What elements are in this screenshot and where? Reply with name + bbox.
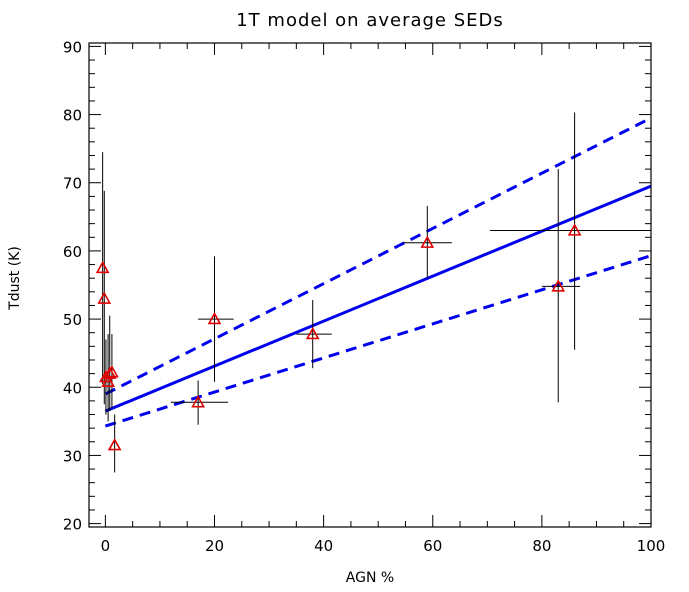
fit-solid-line	[104, 184, 652, 413]
x-tick-label: 40	[314, 537, 333, 555]
markers-layer	[95, 223, 582, 451]
x-axis-label: AGN %	[346, 570, 394, 586]
data-point-marker	[567, 223, 582, 236]
y-tick-label: 60	[63, 243, 82, 261]
data-point-marker	[305, 326, 320, 340]
y-tick-label: 20	[63, 516, 82, 534]
fit-lines-layer	[104, 116, 652, 428]
confidence-dashed-line	[104, 254, 652, 428]
data-point-marker	[551, 279, 566, 292]
y-tick-label: 40	[63, 379, 82, 397]
y-axis-label: Tdust (K)	[7, 246, 23, 311]
x-tick-label: 20	[205, 537, 224, 555]
data-point-marker	[107, 438, 122, 451]
data-point-marker	[95, 260, 110, 274]
y-tick-label: 50	[63, 311, 82, 329]
data-point-marker	[97, 291, 112, 304]
ticks-layer: 0 20 40 60 80 100 20 30 40 50 60 70 80 90	[63, 38, 665, 555]
y-tick-label: 30	[63, 447, 82, 465]
data-point-marker	[207, 311, 222, 325]
x-tick-label: 100	[637, 537, 666, 555]
data-point-marker	[420, 235, 435, 248]
data-point-marker	[191, 395, 205, 408]
x-tick-label: 0	[101, 537, 111, 555]
data-point-marker	[101, 374, 115, 388]
y-tick-label: 70	[63, 175, 82, 193]
y-tick-label: 90	[63, 38, 82, 56]
x-tick-label: 60	[423, 537, 442, 555]
y-tick-label: 80	[63, 107, 82, 125]
confidence-dashed-line	[104, 116, 652, 396]
data-point-marker	[102, 366, 117, 379]
data-point-marker	[105, 365, 119, 378]
errorbars-layer	[102, 112, 651, 473]
chart-title: 1T model on average SEDs	[236, 10, 504, 31]
x-tick-label: 80	[532, 537, 551, 555]
plot-frame	[88, 42, 652, 528]
